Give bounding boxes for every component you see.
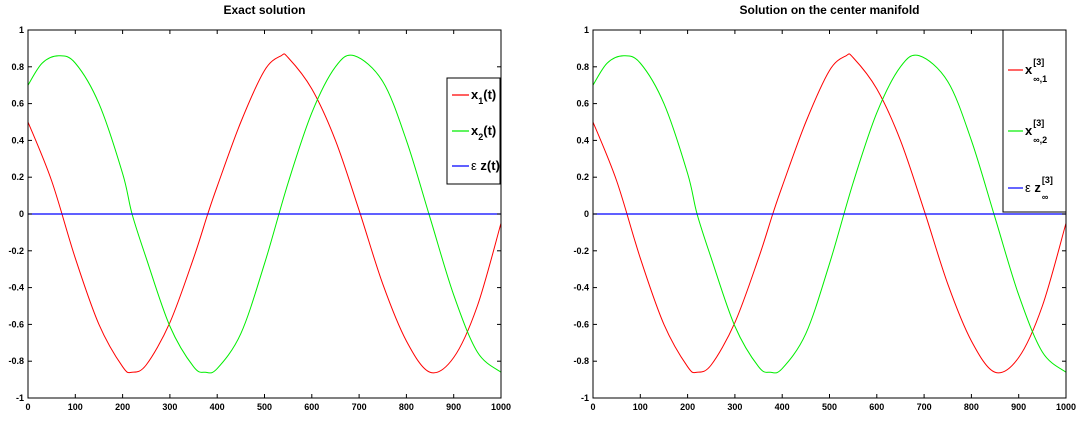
y-tick-label: 0 <box>584 209 589 219</box>
y-tick-label: -0.6 <box>573 319 589 329</box>
series-line-2 <box>28 54 501 374</box>
x-tick-label: 1000 <box>1056 402 1076 412</box>
y-tick-label: -0.2 <box>8 246 24 256</box>
x-tick-label: 500 <box>822 402 837 412</box>
series-group <box>28 53 501 374</box>
x-tick-label: 700 <box>352 402 367 412</box>
x-tick-label: 300 <box>727 402 742 412</box>
legend-label-2: x[3] ∞,2 <box>1025 118 1047 145</box>
x-tick-label: 300 <box>162 402 177 412</box>
chart-title: Solution on the center manifold <box>740 3 920 17</box>
x-tick-label: 0 <box>25 402 30 412</box>
y-tick-label: 0.8 <box>576 62 589 72</box>
y-tick-label: -0.6 <box>8 319 24 329</box>
series-line-2 <box>593 54 1066 374</box>
y-tick-label: 0.6 <box>11 99 24 109</box>
y-tick-label: 0.4 <box>576 135 589 145</box>
x-tick-label: 900 <box>1011 402 1026 412</box>
y-tick-label: 0.6 <box>576 99 589 109</box>
y-tick-label: 1 <box>584 25 589 35</box>
x-tick-label: 100 <box>633 402 648 412</box>
y-tick-label: 0.8 <box>11 62 24 72</box>
legend: x1(t) x2(t) ε z(t) <box>446 77 501 185</box>
legend: x[3] ∞,1 x[3] ∞,2 ε z[3] ∞ <box>1002 29 1067 213</box>
series-group <box>593 53 1066 374</box>
chart-exact-solution: Exact solution 0 100 200 300 400 500 600 700 800 9… <box>8 3 511 412</box>
series-line-1 <box>28 53 501 374</box>
chart-center-manifold: Solution on the center manifold 0 100 200 30… <box>573 3 1076 412</box>
y-tick-label: 1 <box>19 25 24 35</box>
x-tick-label: 200 <box>115 402 130 412</box>
x-tick-label: 600 <box>304 402 319 412</box>
x-tick-label: 500 <box>257 402 272 412</box>
chart-title: Exact solution <box>223 3 305 17</box>
x-tick-label: 600 <box>869 402 884 412</box>
y-tick-label: 0.4 <box>11 135 24 145</box>
x-tick-label: 900 <box>446 402 461 412</box>
y-tick-label: 0.2 <box>576 172 589 182</box>
y-tick-label: -0.2 <box>573 246 589 256</box>
y-tick-label: 0.2 <box>11 172 24 182</box>
x-tick-label: 100 <box>68 402 83 412</box>
x-tick-label: 700 <box>917 402 932 412</box>
y-tick-label: -0.8 <box>8 356 24 366</box>
series-line-1 <box>593 53 1066 374</box>
y-tick-label: 0 <box>19 209 24 219</box>
legend-label-3: ε z[3] ∞ <box>1025 175 1053 202</box>
x-tick-label: 1000 <box>491 402 511 412</box>
y-tick-label: -0.4 <box>8 283 24 293</box>
legend-label-1: x[3] ∞,1 <box>1025 57 1047 84</box>
legend-box <box>1002 29 1067 213</box>
y-tick-label: -0.8 <box>573 356 589 366</box>
legend-label-2: x2(t) <box>471 123 496 142</box>
x-tick-label: 400 <box>210 402 225 412</box>
legend-label-3: ε z(t) <box>471 158 500 173</box>
x-tick-label: 400 <box>775 402 790 412</box>
y-tick-label: -0.4 <box>573 283 589 293</box>
y-tick-label: -1 <box>581 393 589 403</box>
x-tick-label: 800 <box>399 402 414 412</box>
legend-label-1: x1(t) <box>471 87 496 106</box>
x-tick-label: 800 <box>964 402 979 412</box>
x-tick-label: 200 <box>680 402 695 412</box>
x-tick-label: 0 <box>590 402 595 412</box>
y-tick-label: -1 <box>16 393 24 403</box>
